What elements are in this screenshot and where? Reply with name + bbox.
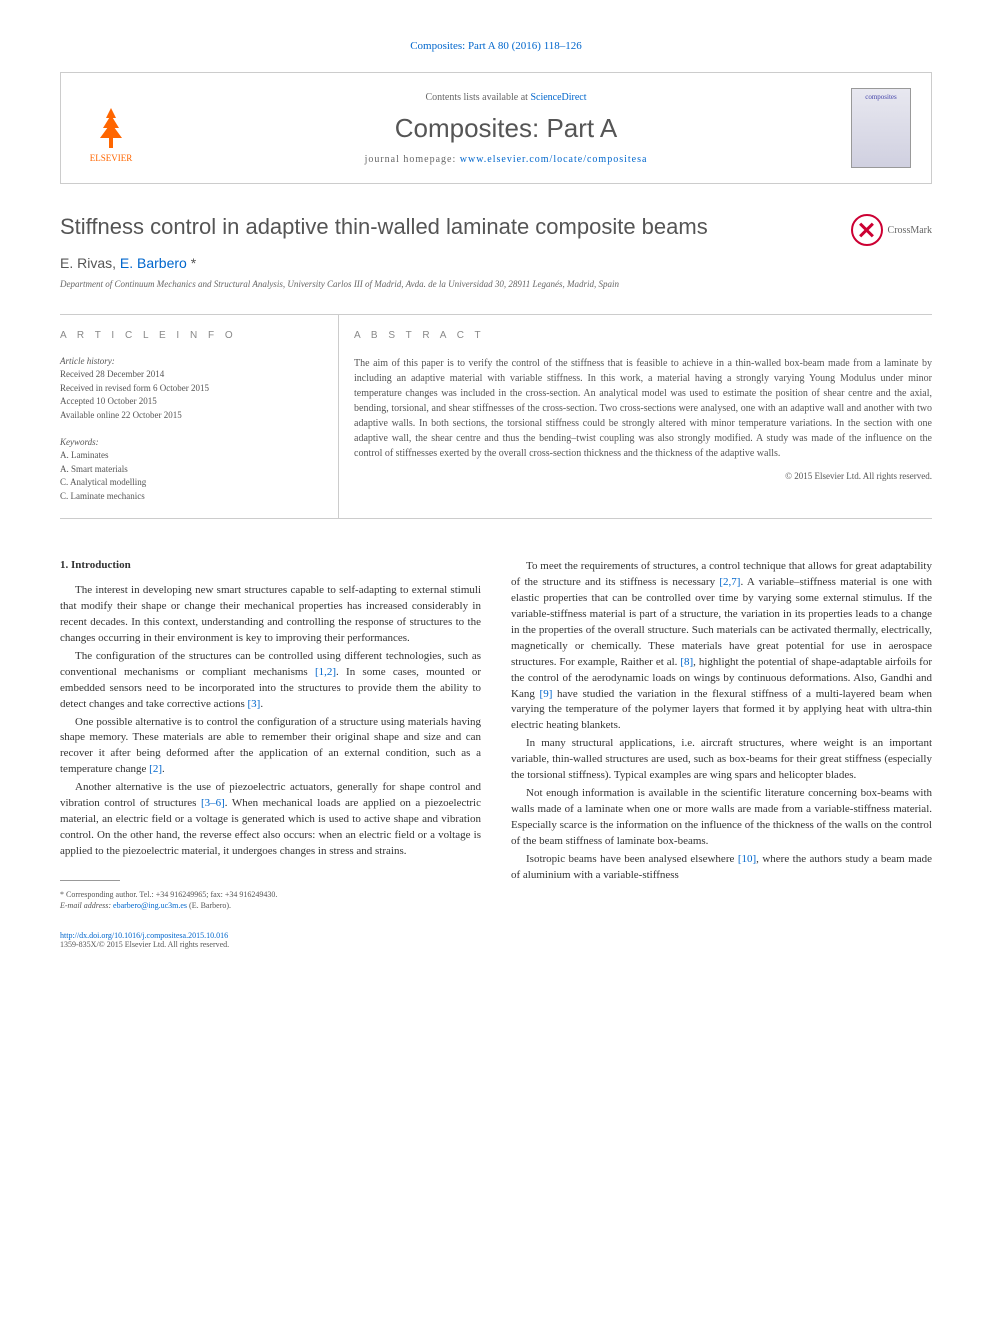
abstract-col: A B S T R A C T The aim of this paper is… <box>339 315 932 518</box>
ref-link[interactable]: [1,2] <box>315 666 336 678</box>
ref-link[interactable]: [10] <box>738 853 756 865</box>
ref-link[interactable]: [2,7] <box>719 576 740 588</box>
homepage-link[interactable]: www.elsevier.com/locate/compositesa <box>460 154 648 165</box>
elsevier-logo: ELSEVIER <box>81 93 141 163</box>
corresponding-author-link[interactable]: E. Barbero <box>120 255 187 271</box>
right-column: To meet the requirements of structures, … <box>511 559 932 949</box>
ref-link[interactable]: [8] <box>680 656 693 668</box>
email-note: E-mail address: ebarbero@ing.uc3m.es (E.… <box>60 900 481 911</box>
elsevier-name: ELSEVIER <box>90 153 133 163</box>
history-label: Article history: <box>60 356 323 366</box>
affiliation: Department of Continuum Mechanics and St… <box>60 279 932 289</box>
doi-block: http://dx.doi.org/10.1016/j.compositesa.… <box>60 931 481 949</box>
history-item: Available online 22 October 2015 <box>60 409 323 423</box>
history-item: Accepted 10 October 2015 <box>60 395 323 409</box>
email-suffix: (E. Barbero). <box>187 901 231 910</box>
journal-cover-thumb: composites <box>851 88 911 168</box>
journal-header: ELSEVIER Contents lists available at Sci… <box>60 72 932 184</box>
email-label: E-mail address: <box>60 901 113 910</box>
footer-separator <box>60 880 120 881</box>
email-link[interactable]: ebarbero@ing.uc3m.es <box>113 901 187 910</box>
para: The configuration of the structures can … <box>60 649 481 713</box>
para: In many structural applications, i.e. ai… <box>511 736 932 784</box>
para: To meet the requirements of structures, … <box>511 559 932 734</box>
journal-header-center: Contents lists available at ScienceDirec… <box>161 92 851 165</box>
body-content: 1. Introduction The interest in developi… <box>60 559 932 949</box>
contents-prefix: Contents lists available at <box>425 92 530 103</box>
doi-link[interactable]: http://dx.doi.org/10.1016/j.compositesa.… <box>60 931 228 940</box>
article-info-col: A R T I C L E I N F O Article history: R… <box>60 315 339 518</box>
keyword-item: A. Smart materials <box>60 463 323 477</box>
article-meta: A R T I C L E I N F O Article history: R… <box>60 314 932 519</box>
left-column: 1. Introduction The interest in developi… <box>60 559 481 949</box>
abstract-heading: A B S T R A C T <box>354 330 932 341</box>
journal-homepage: journal homepage: www.elsevier.com/locat… <box>161 154 851 165</box>
history-item: Received 28 December 2014 <box>60 368 323 382</box>
abstract-text: The aim of this paper is to verify the c… <box>354 356 932 461</box>
journal-title: Composites: Part A <box>161 113 851 144</box>
sciencedirect-link[interactable]: ScienceDirect <box>530 92 586 103</box>
authors: E. Rivas, E. Barbero * <box>60 255 932 271</box>
keywords-label: Keywords: <box>60 437 323 447</box>
author-marker: * <box>191 255 196 271</box>
header-citation: Composites: Part A 80 (2016) 118–126 <box>60 40 932 52</box>
elsevier-tree-icon <box>86 103 136 153</box>
para: Isotropic beams have been analysed elsew… <box>511 852 932 884</box>
abstract-copyright: © 2015 Elsevier Ltd. All rights reserved… <box>354 471 932 481</box>
keyword-item: C. Laminate mechanics <box>60 490 323 504</box>
crossmark-label: CrossMark <box>888 225 932 236</box>
ref-link[interactable]: [9] <box>540 688 553 700</box>
crossmark-icon <box>851 214 883 246</box>
para: Not enough information is available in t… <box>511 786 932 850</box>
history-item: Received in revised form 6 October 2015 <box>60 382 323 396</box>
article-info-heading: A R T I C L E I N F O <box>60 330 323 341</box>
author-1: E. Rivas, <box>60 255 120 271</box>
homepage-prefix: journal homepage: <box>365 154 460 165</box>
ref-link[interactable]: [3–6] <box>201 797 225 809</box>
section-heading-intro: 1. Introduction <box>60 559 481 571</box>
para: Another alternative is the use of piezoe… <box>60 780 481 860</box>
ref-link[interactable]: [2] <box>149 763 162 775</box>
para: The interest in developing new smart str… <box>60 583 481 647</box>
contents-line: Contents lists available at ScienceDirec… <box>161 92 851 103</box>
para: One possible alternative is to control t… <box>60 715 481 779</box>
corresponding-note: * Corresponding author. Tel.: +34 916249… <box>60 889 481 900</box>
article-title: Stiffness control in adaptive thin-walle… <box>60 214 932 240</box>
ref-link[interactable]: [3] <box>248 698 261 710</box>
keyword-item: C. Analytical modelling <box>60 476 323 490</box>
keyword-item: A. Laminates <box>60 449 323 463</box>
crossmark-badge[interactable]: CrossMark <box>851 214 932 246</box>
issn-line: 1359-835X/© 2015 Elsevier Ltd. All right… <box>60 940 229 949</box>
